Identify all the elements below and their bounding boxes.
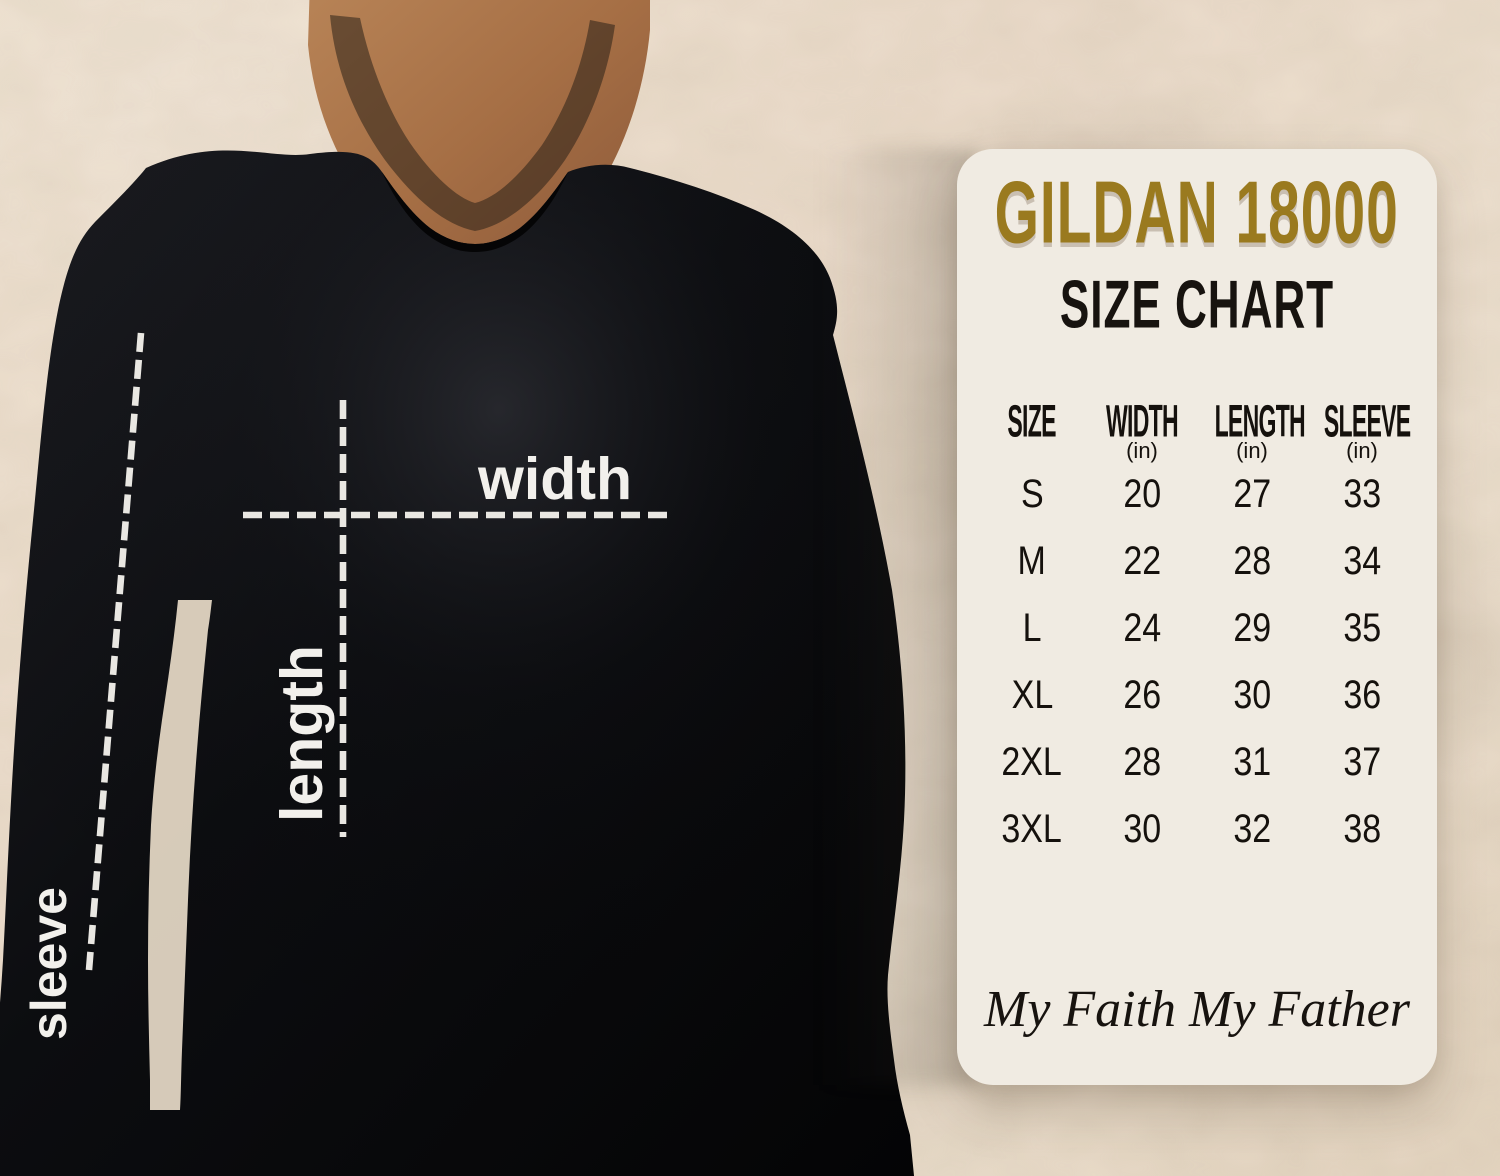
svg-text:width: width xyxy=(477,446,632,512)
svg-text:sleeve: sleeve xyxy=(21,887,77,1040)
svg-text:length: length xyxy=(269,645,335,822)
